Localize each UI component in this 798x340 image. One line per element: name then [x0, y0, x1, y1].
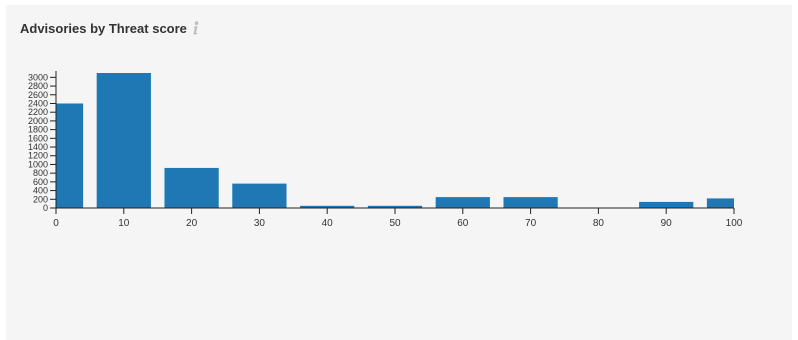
x-tick-label-40: 40: [322, 218, 334, 229]
y-tick-label-200: 200: [33, 194, 48, 204]
y-tick-label-400: 400: [33, 186, 48, 196]
x-tick-label-30: 30: [254, 218, 266, 229]
y-tick-label-2200: 2200: [28, 107, 48, 117]
bar-96-100: [706, 198, 734, 208]
y-tick-label-3000: 3000: [28, 72, 48, 82]
panel-title-row: Advisories by Threat score: [20, 21, 200, 38]
y-tick-label-1600: 1600: [28, 133, 48, 143]
y-tick-label-1800: 1800: [28, 125, 48, 135]
y-tick-label-600: 600: [33, 177, 48, 187]
x-tick-label-0: 0: [53, 218, 59, 229]
x-tick-label-90: 90: [661, 218, 673, 229]
bar-0-4: [56, 103, 84, 208]
y-tick-label-2800: 2800: [28, 81, 48, 91]
bars-layer: [56, 73, 734, 208]
y-tick-label-800: 800: [33, 168, 48, 178]
x-tick-label-70: 70: [525, 218, 537, 229]
panel-title: Advisories by Threat score: [20, 21, 187, 36]
bar-16-24: [164, 167, 219, 208]
x-tick-label-20: 20: [186, 218, 198, 229]
y-tick-label-2400: 2400: [28, 98, 48, 108]
x-tick-label-60: 60: [457, 218, 469, 229]
bar-86-94: [639, 201, 694, 208]
x-axis: 0 10 20 30 40 50 60 70 80 90 100: [53, 207, 743, 229]
y-tick-label-1000: 1000: [28, 159, 48, 169]
bar-46-54: [367, 205, 423, 208]
y-axis: 0200400600800100012001400160018002000220…: [28, 71, 57, 213]
y-tick-label-1200: 1200: [28, 151, 48, 161]
bar-56-64: [435, 197, 490, 208]
y-tick-label-2000: 2000: [28, 116, 48, 126]
x-tick-label-50: 50: [389, 218, 401, 229]
x-tick-label-10: 10: [118, 218, 130, 229]
bar-26-34: [232, 183, 287, 208]
x-tick-label-80: 80: [593, 218, 605, 229]
y-tick-label-1400: 1400: [28, 142, 48, 152]
bar-66-74: [503, 197, 558, 208]
x-tick-label-100: 100: [726, 218, 743, 229]
bar-6-14: [96, 73, 151, 208]
bar-36-44: [300, 205, 355, 208]
info-icon[interactable]: [191, 21, 200, 38]
y-tick-label-0: 0: [43, 203, 48, 213]
y-tick-label-2600: 2600: [28, 90, 48, 100]
